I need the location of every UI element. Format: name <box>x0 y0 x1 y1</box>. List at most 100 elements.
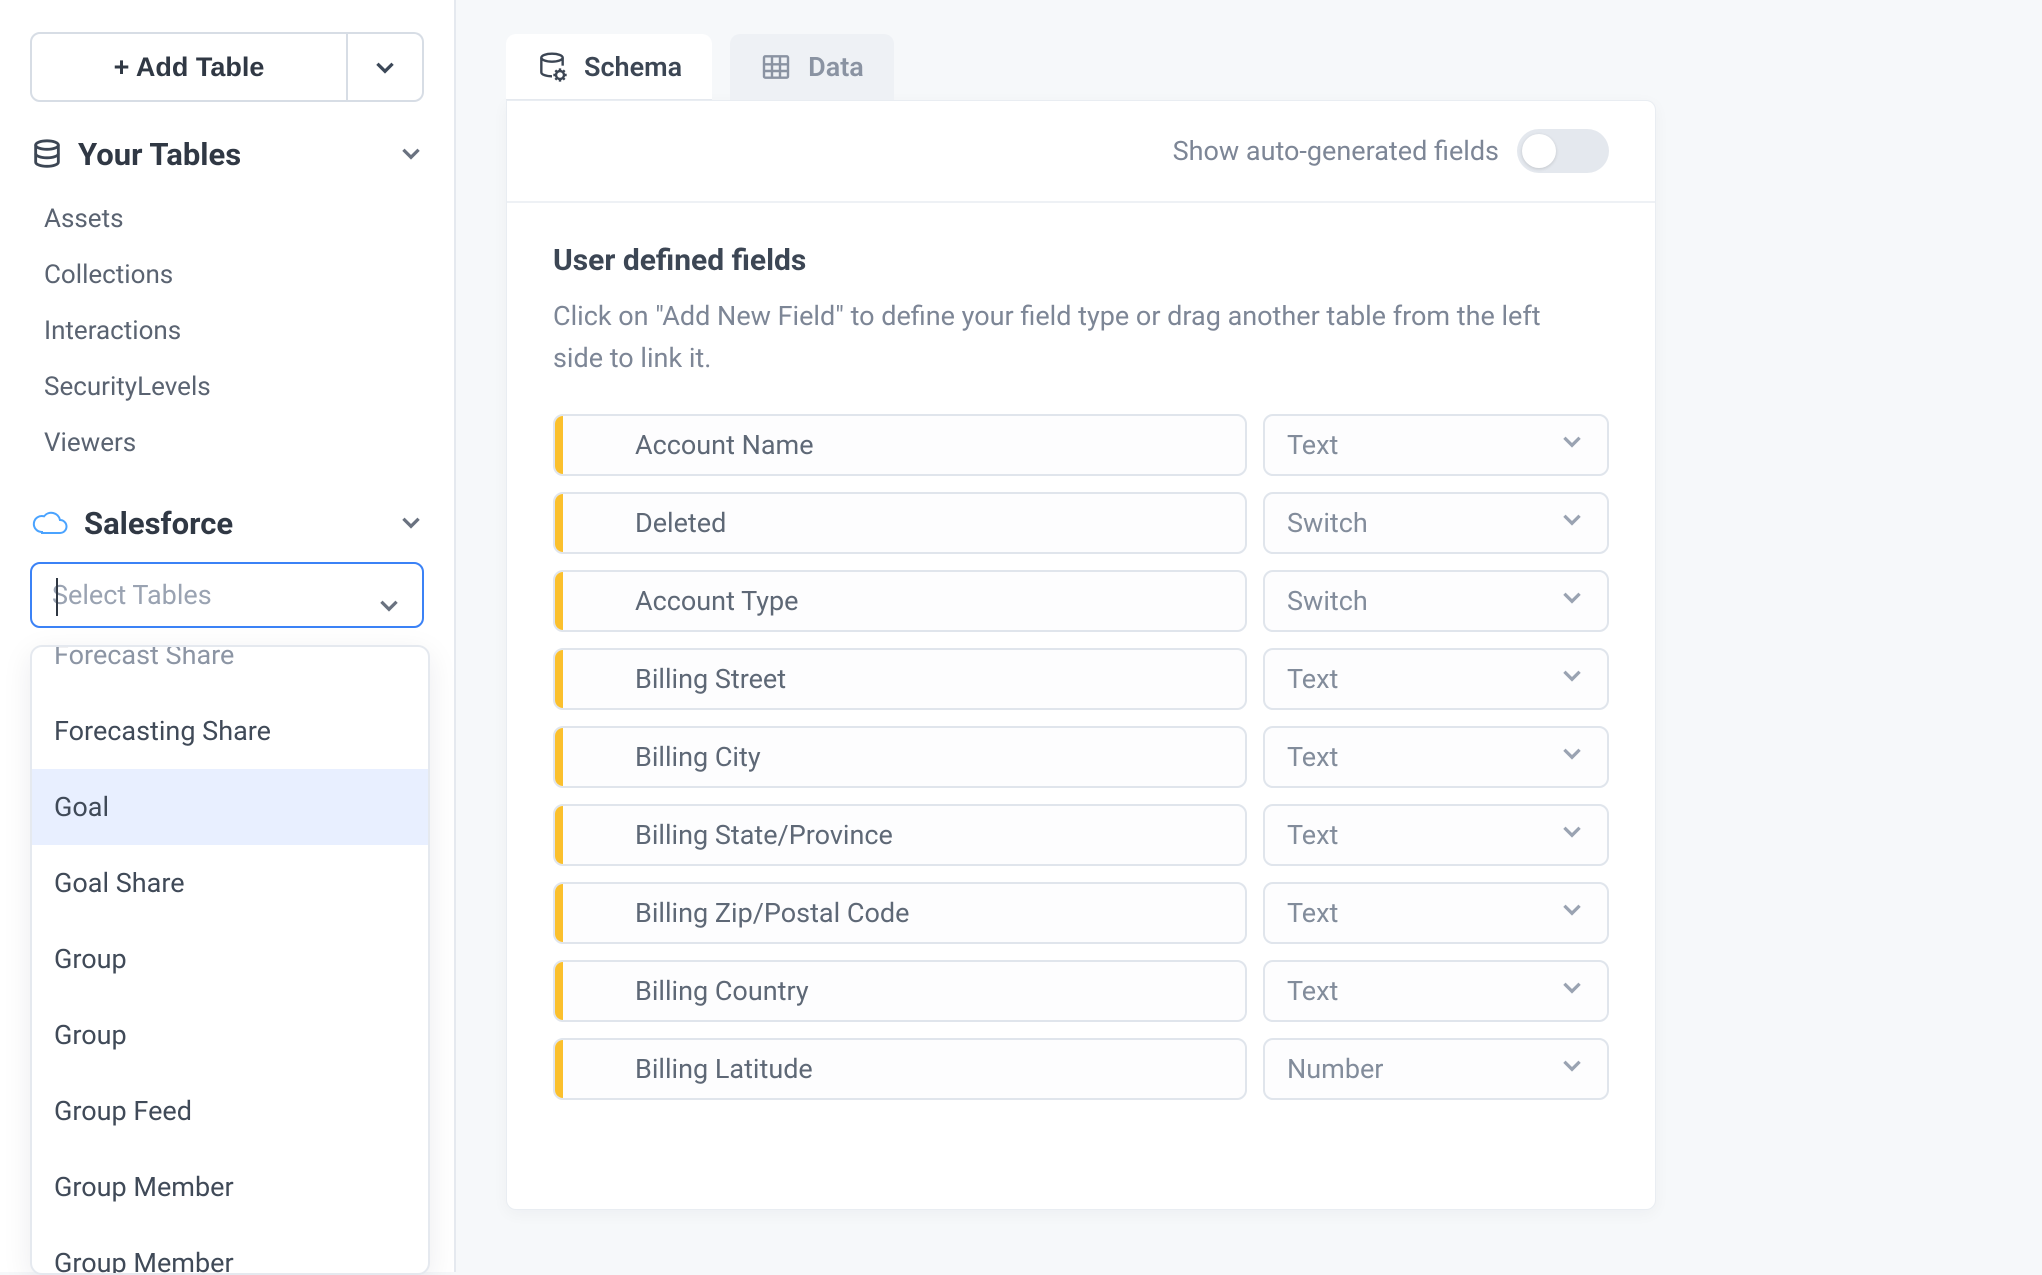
schema-panel: Show auto-generated fields User defined … <box>506 100 1656 1210</box>
field-type-select[interactable]: Text <box>1263 804 1609 866</box>
tabs: Schema Data <box>506 34 2042 100</box>
chevron-down-icon <box>1559 1052 1585 1085</box>
dropdown-item[interactable]: Goal <box>32 769 428 845</box>
field-name-input[interactable]: Deleted <box>553 492 1247 554</box>
field-name-label: Billing Latitude <box>555 1053 813 1085</box>
chevron-down-icon <box>1559 896 1585 929</box>
field-accent-bar <box>555 650 563 708</box>
field-type-select[interactable]: Switch <box>1263 570 1609 632</box>
your-tables-title: Your Tables <box>78 136 384 173</box>
add-table-button[interactable]: + Add Table <box>30 32 348 102</box>
field-type-label: Switch <box>1287 507 1368 539</box>
field-type-select[interactable]: Text <box>1263 414 1609 476</box>
tab-data-label: Data <box>808 51 864 83</box>
field-accent-bar <box>555 1040 563 1098</box>
panel-body: User defined fields Click on "Add New Fi… <box>507 203 1655 1156</box>
chevron-down-icon <box>398 140 424 170</box>
field-accent-bar <box>555 416 563 474</box>
field-type-select[interactable]: Text <box>1263 960 1609 1022</box>
chevron-down-icon <box>1559 662 1585 695</box>
field-accent-bar <box>555 962 563 1020</box>
field-type-select[interactable]: Number <box>1263 1038 1609 1100</box>
sidebar-table-item[interactable]: SecurityLevels <box>44 359 424 415</box>
gear-db-icon <box>536 51 568 83</box>
field-type-select[interactable]: Text <box>1263 882 1609 944</box>
autogen-toggle-label: Show auto-generated fields <box>1173 135 1499 167</box>
field-name-input[interactable]: Billing Zip/Postal Code <box>553 882 1247 944</box>
chevron-down-icon <box>1559 740 1585 773</box>
section-your-tables-header[interactable]: Your Tables <box>30 136 424 173</box>
tab-data[interactable]: Data <box>730 34 894 100</box>
dropdown-item[interactable]: Group <box>32 921 428 997</box>
field-type-label: Text <box>1287 663 1338 695</box>
field-name-input[interactable]: Billing Latitude <box>553 1038 1247 1100</box>
sidebar-table-item[interactable]: Viewers <box>44 415 424 471</box>
field-type-label: Text <box>1287 975 1338 1007</box>
dropdown-item[interactable]: Group Member <box>32 1225 428 1275</box>
field-name-input[interactable]: Billing State/Province <box>553 804 1247 866</box>
field-row: Deleted Switch <box>553 492 1609 554</box>
section-salesforce-header[interactable]: Salesforce <box>30 505 424 542</box>
chevron-down-icon <box>372 54 398 80</box>
field-name-label: Billing Zip/Postal Code <box>555 897 909 929</box>
field-type-label: Switch <box>1287 585 1368 617</box>
field-accent-bar <box>555 806 563 864</box>
user-defined-fields-description: Click on "Add New Field" to define your … <box>553 296 1593 380</box>
field-type-label: Number <box>1287 1053 1383 1085</box>
sidebar: + Add Table Your Tables AssetsCollection… <box>0 0 456 1272</box>
toggle-knob <box>1522 134 1556 168</box>
select-tables-placeholder: Select Tables <box>52 579 376 611</box>
field-name-input[interactable]: Billing Street <box>553 648 1247 710</box>
field-name-input[interactable]: Billing Country <box>553 960 1247 1022</box>
field-name-label: Deleted <box>555 507 726 539</box>
sidebar-table-item[interactable]: Interactions <box>44 303 424 359</box>
field-name-label: Account Type <box>555 585 799 617</box>
field-type-select[interactable]: Text <box>1263 648 1609 710</box>
field-type-select[interactable]: Text <box>1263 726 1609 788</box>
cloud-icon <box>30 508 70 540</box>
dropdown-item[interactable]: Forecasting Share <box>32 693 428 769</box>
sidebar-table-item[interactable]: Assets <box>44 191 424 247</box>
field-name-input[interactable]: Billing City <box>553 726 1247 788</box>
sidebar-table-item[interactable]: Collections <box>44 247 424 303</box>
select-tables-dropdown: Forecast ShareForecasting ShareGoalGoal … <box>30 645 430 1275</box>
field-row: Billing Country Text <box>553 960 1609 1022</box>
salesforce-title: Salesforce <box>84 505 384 542</box>
chevron-down-icon <box>1559 974 1585 1007</box>
chevron-down-icon <box>1559 506 1585 539</box>
add-table-label: + Add Table <box>114 52 265 83</box>
select-tables-combobox[interactable]: Select Tables <box>30 562 424 628</box>
dropdown-item[interactable]: Goal Share <box>32 845 428 921</box>
your-tables-list: AssetsCollectionsInteractionsSecurityLev… <box>30 191 424 471</box>
field-name-label: Billing City <box>555 741 761 773</box>
autogen-toggle[interactable] <box>1517 129 1609 173</box>
fields-list: Account Name Text Deleted Switch Account Typ… <box>553 414 1609 1100</box>
dropdown-item[interactable]: Group Feed <box>32 1073 428 1149</box>
field-name-input[interactable]: Account Type <box>553 570 1247 632</box>
tab-schema[interactable]: Schema <box>506 34 712 100</box>
field-type-label: Text <box>1287 741 1338 773</box>
field-name-label: Billing Street <box>555 663 786 695</box>
field-type-label: Text <box>1287 429 1338 461</box>
field-type-select[interactable]: Switch <box>1263 492 1609 554</box>
main-area: Schema Data Show auto-generated fields <box>456 0 2042 1210</box>
chevron-down-icon <box>398 509 424 539</box>
field-row: Billing Zip/Postal Code Text <box>553 882 1609 944</box>
dropdown-item[interactable]: Group <box>32 997 428 1073</box>
dropdown-item[interactable]: Group Member <box>32 1149 428 1225</box>
field-name-label: Account Name <box>555 429 814 461</box>
add-table-dropdown-caret[interactable] <box>348 32 424 102</box>
table-grid-icon <box>760 51 792 83</box>
field-name-input[interactable]: Account Name <box>553 414 1247 476</box>
panel-header: Show auto-generated fields <box>507 101 1655 203</box>
chevron-down-icon <box>376 592 402 622</box>
text-cursor <box>56 578 58 616</box>
add-table-row: + Add Table <box>30 32 424 102</box>
field-accent-bar <box>555 494 563 552</box>
field-accent-bar <box>555 572 563 630</box>
tab-schema-label: Schema <box>584 51 682 83</box>
field-row: Billing City Text <box>553 726 1609 788</box>
user-defined-fields-title: User defined fields <box>553 243 1609 278</box>
dropdown-item[interactable]: Forecast Share <box>32 645 428 693</box>
chevron-down-icon <box>1559 428 1585 461</box>
